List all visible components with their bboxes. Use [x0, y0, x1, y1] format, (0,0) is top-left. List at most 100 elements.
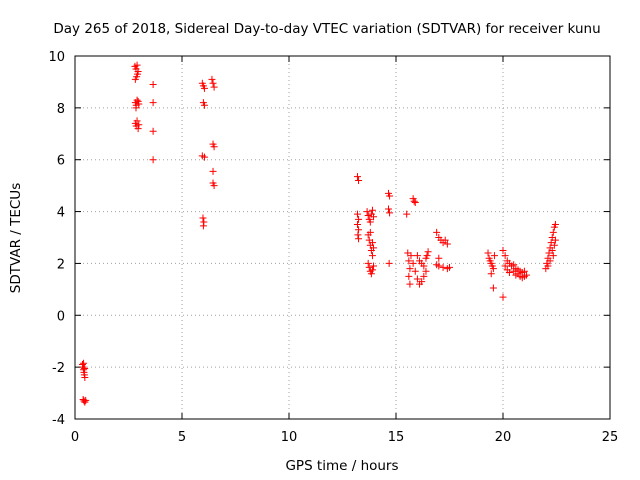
data-point	[133, 96, 141, 104]
data-point	[490, 252, 498, 260]
data-point	[499, 246, 507, 254]
data-point	[409, 259, 417, 267]
data-point	[366, 228, 374, 236]
data-point	[210, 182, 218, 190]
data-point	[355, 226, 363, 234]
data-point	[134, 125, 142, 133]
data-point	[441, 236, 449, 244]
x-axis-label: GPS time / hours	[285, 458, 398, 474]
data-point	[551, 236, 559, 244]
data-point	[489, 284, 497, 292]
data-point	[364, 211, 372, 219]
data-point	[410, 197, 418, 205]
data-point	[411, 198, 419, 206]
data-point	[546, 257, 554, 265]
data-point	[413, 252, 421, 260]
x-tick-label: 0	[71, 430, 79, 445]
data-point	[364, 259, 372, 267]
data-point	[420, 272, 428, 280]
data-point	[355, 215, 363, 223]
plot-frame	[74, 55, 611, 420]
data-point	[487, 270, 495, 278]
data-point	[133, 117, 141, 125]
grid	[75, 56, 610, 419]
data-point	[353, 210, 361, 218]
data-point	[200, 84, 208, 92]
data-point	[550, 241, 558, 249]
data-point	[368, 239, 376, 247]
data-point	[135, 121, 143, 129]
y-tick-label: -4	[52, 413, 65, 428]
data-points	[78, 61, 559, 406]
data-point	[405, 272, 413, 280]
data-point	[355, 176, 363, 184]
data-point	[135, 100, 143, 108]
y-tick-label: -2	[52, 361, 65, 376]
data-point	[199, 222, 207, 230]
data-point	[406, 265, 414, 273]
y-tick-label: 10	[48, 50, 65, 65]
data-point	[403, 210, 411, 218]
data-point	[549, 252, 557, 260]
data-point	[422, 267, 430, 275]
data-point	[433, 228, 441, 236]
data-point	[353, 173, 361, 181]
data-point	[367, 270, 375, 278]
data-point	[368, 206, 376, 214]
data-point	[510, 261, 518, 269]
data-point	[439, 263, 447, 271]
data-point	[370, 244, 378, 252]
x-tick-label: 10	[281, 430, 298, 445]
data-point	[386, 192, 394, 200]
x-tick-label: 25	[602, 430, 619, 445]
data-point	[131, 75, 139, 83]
data-point	[132, 104, 140, 112]
data-point	[420, 262, 428, 270]
data-point	[407, 252, 415, 260]
data-point	[386, 209, 394, 217]
data-point	[80, 397, 88, 405]
data-point	[368, 266, 376, 274]
axis-ticks	[74, 55, 611, 420]
data-point	[505, 269, 513, 277]
data-point	[418, 278, 426, 286]
data-point	[385, 205, 393, 213]
data-point	[523, 271, 531, 279]
x-tick-label: 20	[495, 430, 512, 445]
data-point	[385, 259, 393, 267]
data-point	[548, 246, 556, 254]
data-point	[353, 221, 361, 229]
x-tick-labels: 0 5 10 15 20 25	[71, 430, 618, 445]
data-point	[446, 263, 453, 271]
x-tick-label: 5	[178, 430, 186, 445]
data-point	[81, 374, 89, 382]
data-point	[133, 70, 141, 78]
y-tick-label: 0	[57, 309, 65, 324]
y-tick-labels: -4 -2 0 2 4 6 8 10	[48, 50, 65, 428]
data-point	[355, 235, 363, 243]
data-point	[133, 61, 141, 69]
data-point	[405, 257, 413, 265]
data-point	[81, 398, 89, 406]
data-point	[209, 79, 217, 87]
data-point	[366, 218, 374, 226]
data-point	[549, 228, 557, 236]
data-point	[149, 127, 157, 135]
data-point	[209, 167, 217, 175]
data-point	[200, 153, 208, 161]
data-point	[354, 231, 362, 239]
data-point	[149, 99, 157, 107]
data-point	[544, 262, 552, 270]
data-point	[149, 81, 157, 89]
y-tick-label: 4	[57, 206, 65, 221]
data-point	[370, 213, 378, 221]
data-point	[499, 293, 507, 301]
y-tick-label: 2	[57, 257, 65, 272]
data-point	[489, 265, 497, 273]
data-point	[81, 364, 89, 372]
data-point	[443, 240, 451, 248]
y-tick-label: 6	[57, 154, 65, 169]
data-point	[423, 252, 431, 260]
data-point	[149, 156, 157, 164]
